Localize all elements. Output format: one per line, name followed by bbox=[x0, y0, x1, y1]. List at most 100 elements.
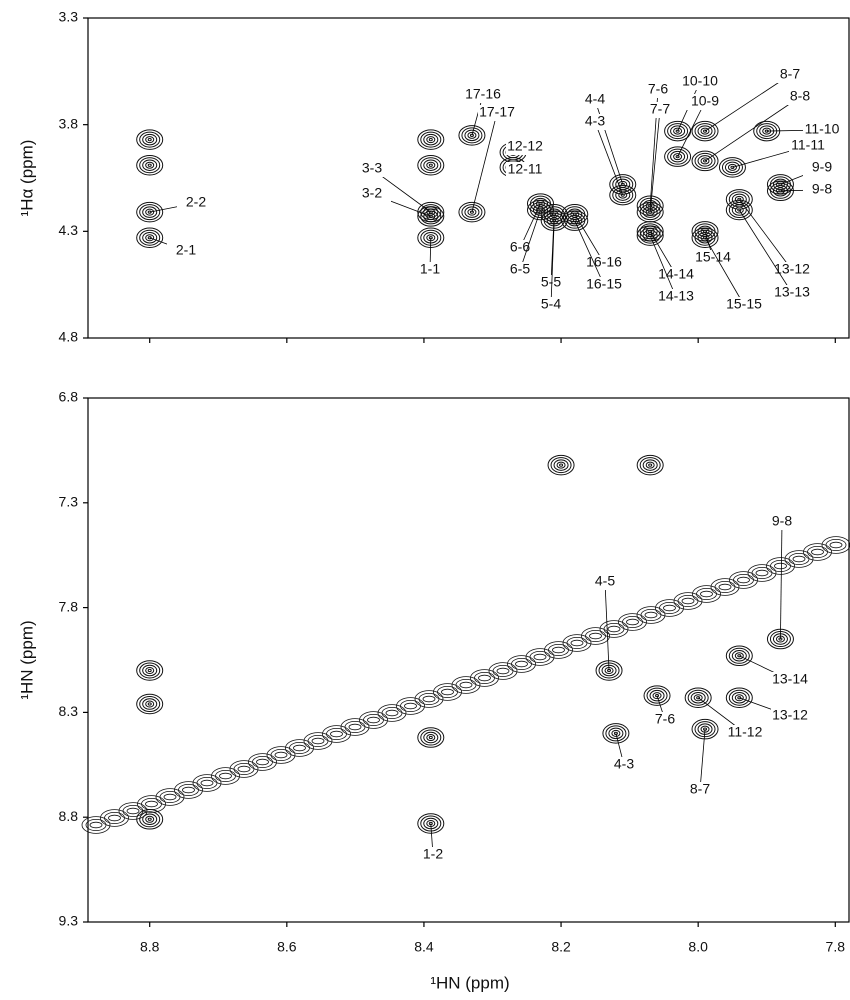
cross-peak-contour bbox=[136, 129, 164, 150]
cross-peak-contour bbox=[691, 227, 719, 248]
cross-peak-contour bbox=[673, 127, 683, 135]
diagonal-contour bbox=[182, 786, 195, 794]
cross-peak-contour bbox=[618, 191, 628, 199]
peak-label: 7-7 bbox=[650, 101, 670, 117]
label-bg bbox=[773, 285, 811, 301]
cross-peak-contour bbox=[691, 150, 719, 172]
label-bg bbox=[771, 67, 809, 83]
cross-peak-contour bbox=[145, 700, 155, 708]
cross-peak-contour bbox=[428, 214, 433, 219]
cross-peak-contour bbox=[670, 150, 686, 163]
label-bg bbox=[686, 94, 724, 110]
cross-peak-contour bbox=[700, 234, 710, 242]
diagonal-contour bbox=[174, 781, 203, 799]
label-bg bbox=[532, 297, 570, 313]
peak-label: 13-13 bbox=[774, 284, 810, 300]
label-bg bbox=[646, 712, 684, 728]
label-bg bbox=[506, 139, 544, 155]
diagonal-contour bbox=[681, 597, 695, 605]
diagonal-contour bbox=[525, 648, 555, 666]
diagonal-contour bbox=[636, 606, 666, 624]
label-bg bbox=[657, 289, 695, 305]
cross-peak-contour bbox=[145, 161, 155, 169]
cross-peak-contour bbox=[526, 199, 554, 221]
cross-peak-contour bbox=[550, 457, 572, 474]
cross-peak-contour bbox=[417, 813, 445, 834]
peak-label: 16-16 bbox=[586, 254, 622, 270]
peak-label: 3-2 bbox=[362, 185, 382, 201]
diagonal-contour bbox=[400, 700, 421, 713]
cross-peak-contour bbox=[642, 206, 658, 218]
cross-peak-contour bbox=[559, 463, 564, 467]
peak-label: 12-12 bbox=[507, 138, 543, 154]
peak-label: 7-6 bbox=[648, 81, 668, 97]
leader-line bbox=[594, 121, 624, 196]
cross-peak-contour bbox=[145, 234, 155, 242]
label-bg bbox=[353, 161, 391, 177]
diagonal-contour bbox=[566, 637, 588, 650]
cross-peak-contour bbox=[420, 131, 442, 148]
label-bg bbox=[681, 74, 719, 90]
cross-peak-contour bbox=[547, 454, 575, 476]
cross-peak-contour bbox=[428, 735, 433, 740]
y-axis-title: ¹Hα (ppm) bbox=[17, 140, 36, 217]
diagonal-contour bbox=[544, 641, 573, 659]
peak-label: 16-15 bbox=[586, 276, 622, 292]
cross-peak-contour bbox=[694, 123, 716, 140]
diagonal-contour bbox=[233, 763, 255, 776]
cross-peak-contour bbox=[426, 212, 436, 220]
peak-label: 2-2 bbox=[186, 194, 206, 210]
label-bg bbox=[789, 138, 827, 154]
cross-peak-contour bbox=[612, 187, 634, 204]
label-bg bbox=[725, 297, 763, 313]
x-tick-label: 8.8 bbox=[140, 939, 160, 955]
diagonal-contour bbox=[266, 746, 296, 764]
cross-peak-contour bbox=[684, 687, 712, 708]
diagonal-contour bbox=[622, 616, 643, 629]
diagonal-contour bbox=[215, 770, 236, 783]
cross-peak-contour bbox=[703, 129, 708, 133]
cross-peak-contour bbox=[670, 125, 686, 137]
diagonal-contour bbox=[270, 749, 292, 762]
label-bg bbox=[576, 114, 614, 130]
diagonal-contour bbox=[644, 611, 658, 619]
diagonal-contour bbox=[507, 655, 536, 673]
cross-peak-contour bbox=[648, 463, 653, 467]
cross-peak-contour bbox=[147, 668, 152, 673]
peak-label: 1-2 bbox=[423, 846, 443, 862]
diagonal-contour bbox=[807, 546, 828, 559]
diagonal-contour bbox=[792, 555, 806, 563]
cross-peak-contour bbox=[420, 208, 442, 225]
cross-peak-contour bbox=[646, 687, 668, 704]
cross-peak-contour bbox=[731, 204, 747, 216]
cross-peak-contour bbox=[690, 691, 706, 704]
cross-peak-contour bbox=[609, 184, 637, 206]
label-bg bbox=[353, 186, 391, 202]
diagonal-contour bbox=[229, 760, 259, 778]
peak-label: 4-5 bbox=[595, 573, 615, 589]
diagonal-contour bbox=[256, 758, 269, 766]
diagonal-contour bbox=[751, 567, 773, 580]
label-bg bbox=[506, 162, 544, 178]
diagonal-contour bbox=[322, 725, 351, 743]
x-axis-title: ¹HN (ppm) bbox=[430, 973, 509, 992]
peak-label: 11-12 bbox=[728, 724, 763, 740]
diagonal-contour bbox=[100, 809, 129, 827]
cross-peak-contour bbox=[423, 731, 439, 744]
cross-peak-contour bbox=[725, 199, 753, 221]
cross-peak-contour bbox=[423, 210, 439, 223]
cross-peak-contour bbox=[700, 127, 710, 135]
cross-peak-contour bbox=[136, 201, 164, 223]
cross-peak-contour bbox=[645, 232, 655, 240]
cross-peak-contour bbox=[694, 721, 716, 738]
cross-peak-contour bbox=[667, 123, 689, 140]
peak-label: 8-7 bbox=[690, 781, 710, 797]
cross-peak-contour bbox=[734, 652, 744, 660]
diagonal-contour bbox=[515, 660, 528, 668]
diagonal-contour bbox=[729, 571, 758, 589]
label-bg bbox=[464, 87, 502, 103]
diagonal-contour bbox=[599, 620, 629, 638]
diagonal-contour bbox=[533, 653, 547, 661]
leader-line bbox=[704, 96, 801, 162]
label-bg bbox=[167, 243, 205, 259]
